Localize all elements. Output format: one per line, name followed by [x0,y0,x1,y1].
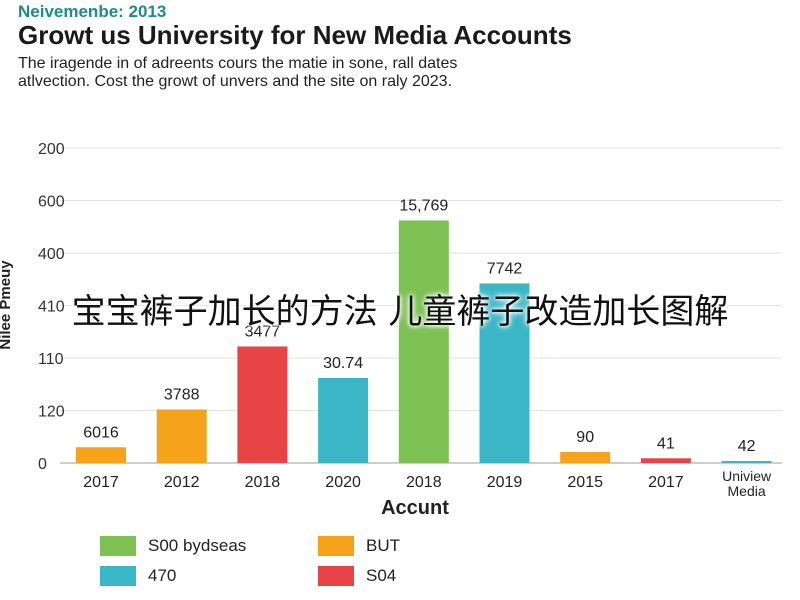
bar-value-label: 30.74 [323,355,363,372]
y-axis-label: Nilee Pmeuy [0,260,14,350]
y-tick-label: 0 [38,456,47,473]
bar-value-label: 90 [576,429,594,446]
bar-value-label: 15,769 [399,197,448,214]
legend-label: 470 [148,566,177,585]
x-tick-label: 2017 [83,474,119,491]
x-tick-label: 2017 [648,474,684,491]
x-tick-label: 2020 [325,474,361,491]
y-tick-label: 410 [38,299,65,316]
bar [318,377,369,463]
x-tick-label: 2018 [245,474,281,491]
y-tick-label: 110 [38,351,64,368]
legend-item: BUT [318,536,400,556]
date-line: Neivemenbe: 2013 [18,2,167,21]
x-tick-label: Uniview Media [722,468,772,499]
chart-title: Growt us University for New Media Accoun… [18,20,572,50]
x-tick-label: 2019 [487,474,523,491]
bars [76,220,772,463]
legend-item: S00 bydseas [100,536,246,556]
bar-value-label: 7742 [487,260,523,277]
overlay-caption: 宝宝裤子加长的方法 儿童裤子改造加长图解 [71,292,729,332]
chart-subtitle: The iragende in of adreents cours the ma… [18,55,658,91]
x-tick-labels: 2017 2012 2018 2020 2018 2019 2015 2017 Uniview M… [83,468,772,499]
bar [237,346,288,463]
legend-swatch [318,536,354,556]
legend-label: S00 bydseas [148,536,247,555]
subtitle-line: atlvection. Cost the growt of unvers and… [18,73,453,90]
bar [560,451,611,463]
bar-value-label: 6016 [83,424,119,441]
bar-value-label: 41 [657,435,675,452]
legend-swatch [318,566,354,586]
y-tick-label: 600 [38,194,65,211]
legend: S00 bydseas BUT 470 S04 [100,536,440,592]
y-tick-label: 200 [38,141,65,158]
x-tick-label: 2018 [406,474,442,491]
y-tick-label: 400 [38,246,65,263]
bar [398,220,449,463]
bar [479,283,530,463]
legend-label: BUT [366,536,400,555]
legend-swatch [100,536,136,556]
bar [156,409,207,463]
subtitle-line: The iragende in of adreents cours the ma… [18,55,458,72]
bar [76,447,126,463]
x-axis-label: Accunt [381,497,449,519]
bar-value-label: 3477 [245,323,281,340]
bar [640,458,691,463]
legend-swatch [100,566,136,586]
bar-value-label: 42 [738,438,756,455]
y-tick-labels: 0 120 110 410 400 600 200 [38,141,65,473]
x-tick-label: 2012 [164,474,200,491]
legend-label: S04 [366,566,397,585]
bar-value-label: 3788 [164,386,200,403]
bar [721,461,772,463]
legend-item: S04 [318,566,396,586]
value-labels: 6016 3788 3477 30.74 15,769 7742 90 41 42 [83,197,755,455]
legend-item: 470 [100,566,176,586]
y-tick-label: 120 [38,404,65,421]
x-tick-label: 2015 [567,474,603,491]
